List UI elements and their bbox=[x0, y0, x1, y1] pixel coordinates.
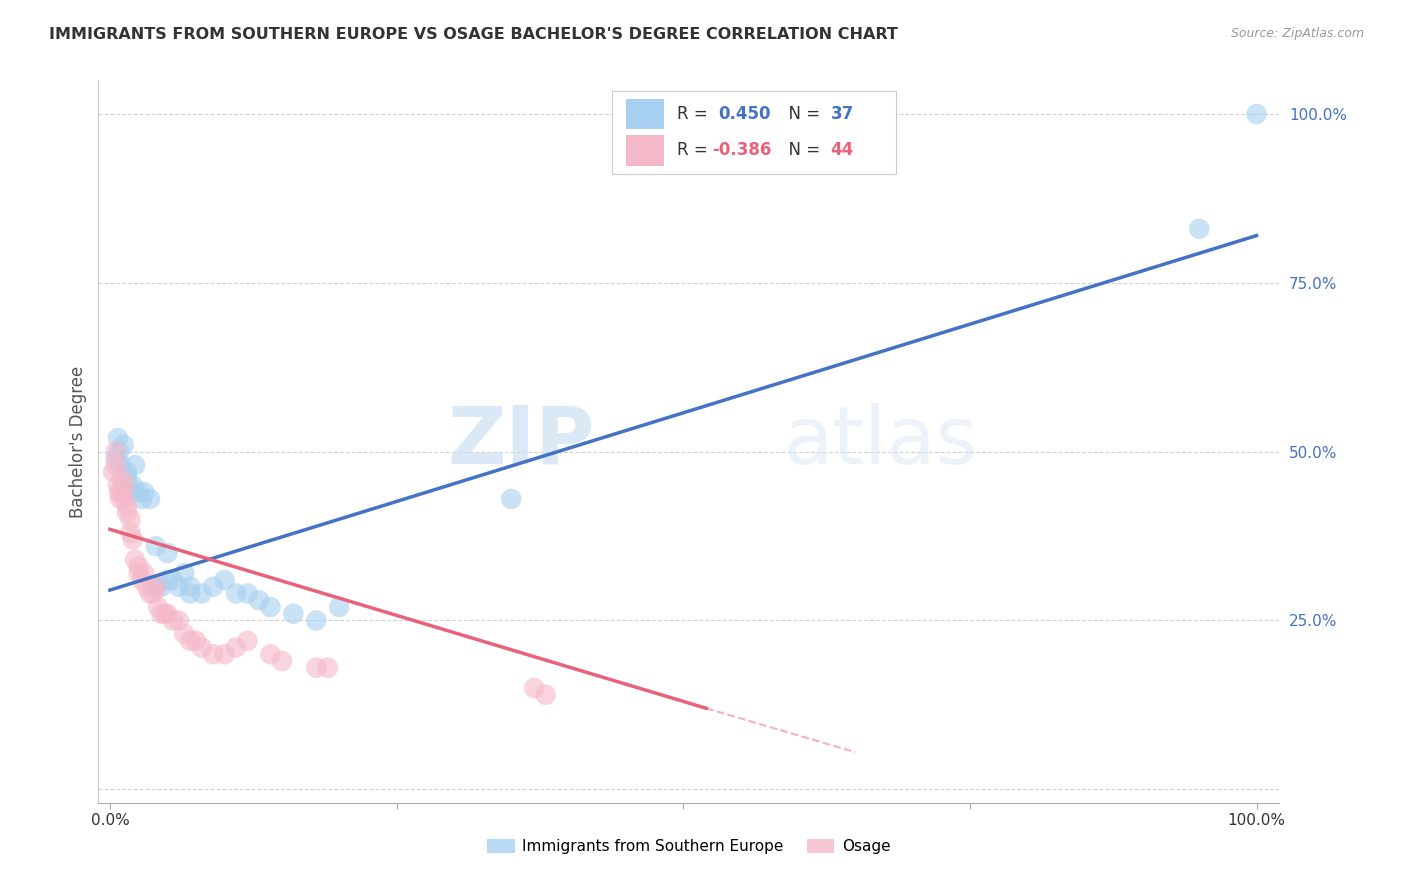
Text: IMMIGRANTS FROM SOUTHERN EUROPE VS OSAGE BACHELOR'S DEGREE CORRELATION CHART: IMMIGRANTS FROM SOUTHERN EUROPE VS OSAGE… bbox=[49, 27, 898, 42]
Point bbox=[173, 627, 195, 641]
Point bbox=[115, 505, 138, 519]
Point bbox=[142, 586, 165, 600]
Point bbox=[107, 431, 129, 445]
Point bbox=[145, 539, 167, 553]
Point bbox=[190, 586, 212, 600]
Point bbox=[131, 573, 153, 587]
Text: 37: 37 bbox=[831, 105, 853, 123]
Point bbox=[179, 633, 201, 648]
Point bbox=[110, 485, 132, 500]
Point bbox=[179, 586, 201, 600]
Point bbox=[107, 478, 129, 492]
Point bbox=[225, 586, 247, 600]
Point bbox=[124, 552, 146, 566]
Point bbox=[150, 607, 173, 621]
Point bbox=[184, 633, 207, 648]
Point bbox=[115, 472, 138, 486]
Point bbox=[112, 438, 135, 452]
Text: N =: N = bbox=[778, 141, 825, 160]
Point bbox=[156, 607, 179, 621]
Text: R =: R = bbox=[678, 105, 718, 123]
Point bbox=[124, 458, 146, 472]
Legend: Immigrants from Southern Europe, Osage: Immigrants from Southern Europe, Osage bbox=[481, 833, 897, 860]
Point bbox=[1188, 222, 1211, 236]
Point bbox=[104, 451, 127, 466]
Point bbox=[134, 485, 156, 500]
Point bbox=[135, 580, 157, 594]
Point bbox=[236, 586, 259, 600]
Point bbox=[156, 573, 179, 587]
Point bbox=[167, 580, 190, 594]
Point bbox=[153, 607, 176, 621]
Point bbox=[173, 566, 195, 581]
Text: 0.450: 0.450 bbox=[718, 105, 770, 123]
Point bbox=[270, 654, 292, 668]
Point bbox=[103, 465, 125, 479]
Point bbox=[145, 580, 167, 594]
Text: R =: R = bbox=[678, 141, 713, 160]
Point bbox=[115, 499, 138, 513]
Point bbox=[236, 633, 259, 648]
Point bbox=[120, 525, 142, 540]
Point bbox=[214, 647, 236, 661]
Point bbox=[121, 533, 143, 547]
Point bbox=[316, 661, 339, 675]
Point bbox=[179, 580, 201, 594]
Point bbox=[131, 491, 153, 506]
Point bbox=[523, 681, 546, 695]
Point bbox=[108, 491, 131, 506]
Point bbox=[156, 546, 179, 560]
Point bbox=[190, 640, 212, 655]
Point bbox=[115, 465, 138, 479]
Point bbox=[121, 478, 143, 492]
Point bbox=[259, 599, 281, 614]
Point bbox=[104, 458, 127, 472]
Point bbox=[134, 566, 156, 581]
Text: 44: 44 bbox=[831, 141, 853, 160]
Point bbox=[202, 647, 225, 661]
Point bbox=[305, 661, 328, 675]
Point bbox=[104, 444, 127, 458]
Text: Source: ZipAtlas.com: Source: ZipAtlas.com bbox=[1230, 27, 1364, 40]
Text: N =: N = bbox=[778, 105, 825, 123]
Point bbox=[162, 573, 184, 587]
Point bbox=[501, 491, 523, 506]
Point bbox=[328, 599, 350, 614]
Point bbox=[225, 640, 247, 655]
Point bbox=[259, 647, 281, 661]
Point bbox=[120, 485, 142, 500]
Bar bbox=[626, 99, 664, 129]
Point bbox=[120, 512, 142, 526]
Text: -0.386: -0.386 bbox=[713, 141, 772, 160]
Bar bbox=[626, 136, 664, 166]
Point bbox=[150, 580, 173, 594]
Point bbox=[110, 472, 132, 486]
Point bbox=[128, 559, 150, 574]
Point bbox=[214, 573, 236, 587]
Point bbox=[146, 599, 169, 614]
Point bbox=[247, 593, 270, 607]
Point bbox=[283, 607, 305, 621]
Point bbox=[128, 485, 150, 500]
Point bbox=[145, 580, 167, 594]
Text: ZIP: ZIP bbox=[447, 402, 595, 481]
Point bbox=[139, 586, 162, 600]
Point bbox=[110, 458, 132, 472]
Point bbox=[128, 566, 150, 581]
Point bbox=[305, 614, 328, 628]
Point bbox=[162, 614, 184, 628]
Point bbox=[139, 491, 162, 506]
Point bbox=[202, 580, 225, 594]
Point bbox=[114, 478, 136, 492]
Point bbox=[108, 444, 131, 458]
Text: atlas: atlas bbox=[783, 402, 977, 481]
Point bbox=[108, 485, 131, 500]
Point bbox=[534, 688, 557, 702]
Point bbox=[1246, 107, 1268, 121]
FancyBboxPatch shape bbox=[612, 91, 896, 174]
Y-axis label: Bachelor's Degree: Bachelor's Degree bbox=[69, 366, 87, 517]
Point bbox=[112, 491, 135, 506]
Point bbox=[167, 614, 190, 628]
